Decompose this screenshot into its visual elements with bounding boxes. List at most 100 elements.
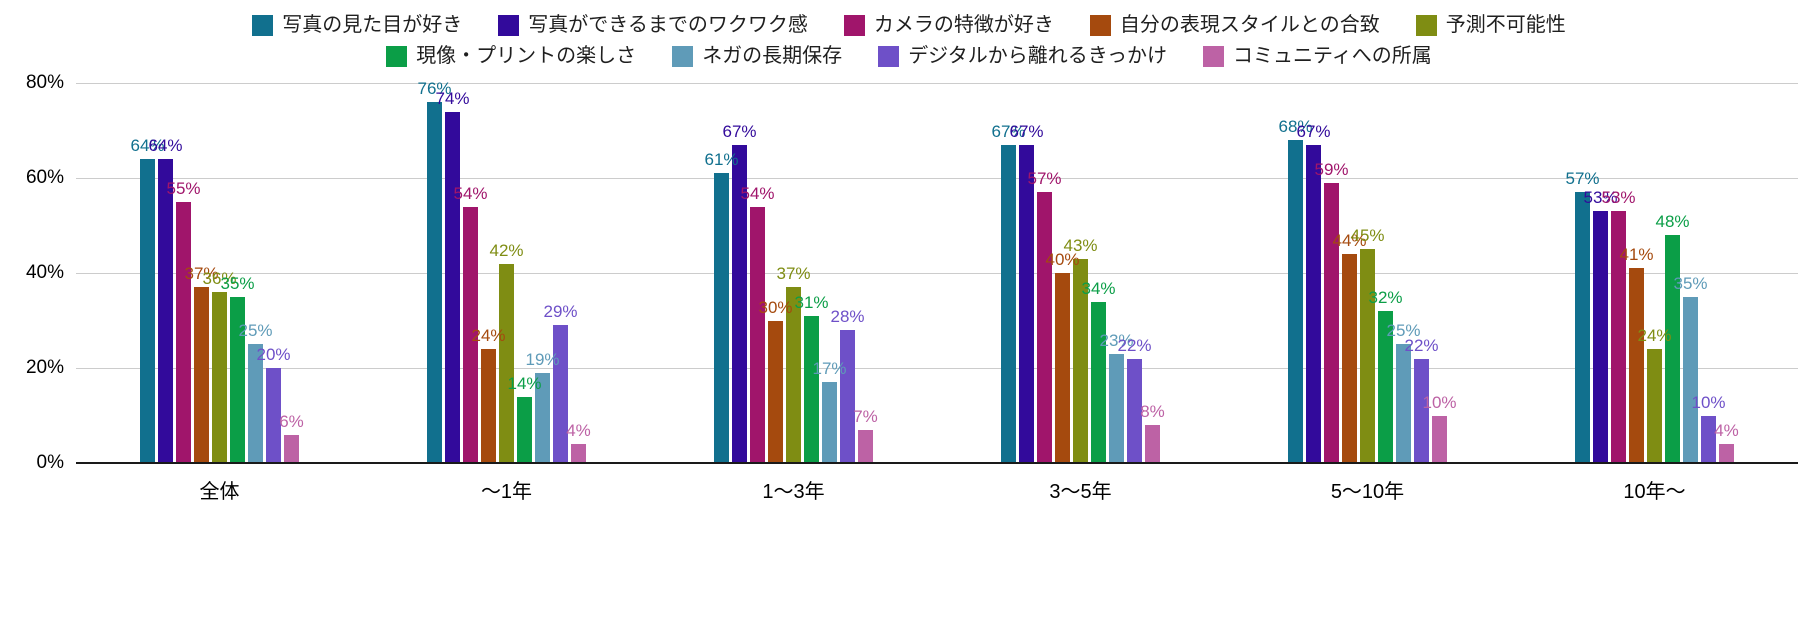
bar[interactable] [1073, 258, 1088, 463]
bar[interactable] [1019, 144, 1034, 463]
x-category-label: 5～10年 [1330, 481, 1405, 503]
bar[interactable] [1593, 211, 1608, 463]
bar-value-label: 67% [722, 121, 757, 141]
bar[interactable] [750, 206, 765, 463]
bar-value-label: 54% [740, 183, 775, 203]
bar[interactable] [445, 111, 460, 463]
legend-swatch-icon [672, 45, 694, 67]
bar[interactable] [1432, 415, 1447, 463]
bar[interactable] [1001, 144, 1016, 463]
bar[interactable] [822, 382, 837, 463]
bar[interactable] [176, 201, 191, 463]
bar[interactable] [1055, 273, 1070, 463]
bar[interactable] [248, 344, 263, 463]
legend-item-6[interactable]: ネガの長期保存 [672, 45, 842, 67]
bar-value-label: 54% [453, 183, 488, 203]
bar[interactable] [1683, 296, 1698, 463]
bar[interactable] [194, 287, 209, 463]
bar[interactable] [1127, 358, 1142, 463]
bar[interactable] [1719, 444, 1734, 463]
bar[interactable] [463, 206, 478, 463]
bar[interactable] [840, 330, 855, 463]
bar[interactable] [517, 396, 532, 463]
bar-slot: 43% [1063, 83, 1098, 463]
legend-item-7[interactable]: デジタルから離れるきっかけ [878, 45, 1167, 67]
legend-item-3[interactable]: 自分の表現スタイルとの合致 [1089, 14, 1380, 36]
bar-value-label: 24% [1637, 326, 1672, 345]
bar[interactable] [1145, 425, 1160, 463]
bar[interactable] [804, 315, 819, 463]
bar-slot: 25% [238, 83, 273, 463]
bar[interactable] [553, 325, 568, 463]
legend-item-0[interactable]: 写真の見た目が好き [252, 14, 462, 36]
bar-slot: 4% [1714, 83, 1739, 463]
bar-slot: 25% [1386, 83, 1421, 463]
legend-item-1[interactable]: 写真ができるまでのワクワク感 [498, 14, 808, 36]
bar[interactable] [714, 173, 729, 463]
bar[interactable] [1091, 301, 1106, 463]
bar[interactable] [1701, 415, 1716, 463]
bar[interactable] [1378, 311, 1393, 463]
bar[interactable] [1611, 211, 1626, 463]
bar[interactable] [1647, 349, 1662, 463]
bar[interactable] [1665, 235, 1680, 463]
bar-group-3: 67% 67% 57% 40% 43% 34% 23% 22% 8% 3～5年 [991, 83, 1164, 503]
bar[interactable] [140, 159, 155, 463]
bar[interactable] [1396, 344, 1411, 463]
chart-legend: 写真の見た目が好き 写真ができるまでのワクワク感 カメラの特徴が好き 自分の表現スタイ… [0, 14, 1818, 67]
chart-body: 0% 20% 40% 60% 80% 64% 64% 55% 37% 36% 35% 25% 20% 6… [0, 72, 1818, 503]
bar[interactable] [535, 372, 550, 463]
bar-value-label: 32% [1368, 288, 1403, 307]
bar-group-5: 57% 53% 53% 41% 24% 48% 35% 10% 4% 10年～ [1565, 83, 1739, 503]
bar-value-label: 17% [812, 359, 847, 379]
bar[interactable] [427, 102, 442, 463]
bar-slot: 24% [1637, 83, 1672, 463]
gridline [76, 178, 1798, 179]
bar-value-label: 67% [1296, 121, 1331, 141]
bar[interactable] [212, 292, 227, 463]
y-tick-label: 0% [36, 452, 64, 473]
legend-item-2[interactable]: カメラの特徴が好き [843, 14, 1054, 36]
bar-value-label: 57% [1027, 169, 1062, 189]
bar[interactable] [768, 320, 783, 463]
bar[interactable] [858, 429, 873, 463]
bar[interactable] [1288, 140, 1303, 463]
bar[interactable] [1629, 268, 1644, 463]
bar[interactable] [1360, 249, 1375, 463]
legend-label: 自分の表現スタイルとの合致 [1119, 14, 1380, 36]
x-category-label: ～1年 [480, 481, 533, 503]
bar[interactable] [1342, 254, 1357, 463]
bar-slot: 44% [1332, 83, 1367, 463]
bar[interactable] [732, 144, 747, 463]
bar[interactable] [1575, 192, 1590, 463]
bar-value-label: 24% [471, 326, 506, 345]
bar-value-label: 25% [238, 321, 273, 341]
bar[interactable] [481, 349, 496, 463]
bar-slot: 37% [776, 83, 811, 463]
bar-slot: 68% [1278, 83, 1313, 463]
legend-swatch-icon [1415, 14, 1437, 36]
bar-slot: 10% [1691, 83, 1726, 463]
bar-value-label: 42% [489, 240, 524, 260]
legend-item-4[interactable]: 予測不可能性 [1415, 14, 1566, 36]
bar[interactable] [1109, 353, 1124, 463]
bar-slot: 31% [794, 83, 829, 463]
bar[interactable] [1414, 358, 1429, 463]
bar-value-label: 34% [1081, 278, 1116, 298]
bar-value-label: 8% [1140, 402, 1165, 421]
bar-groups: 64% 64% 55% 37% 36% 35% 25% 20% 6% 全体 76% 74% 54% 24%… [76, 80, 1798, 503]
bar[interactable] [158, 159, 173, 463]
bar[interactable] [230, 296, 245, 463]
bar[interactable] [1037, 192, 1052, 463]
y-axis: 0% 20% 40% 60% 80% [0, 72, 76, 473]
bar[interactable] [1324, 182, 1339, 463]
bar-slot: 29% [543, 83, 578, 463]
bar[interactable] [499, 263, 514, 463]
legend-item-5[interactable]: 現像・プリントの楽しさ [386, 45, 636, 67]
bar[interactable] [571, 444, 586, 463]
legend-item-8[interactable]: コミュニティへの所属 [1203, 45, 1432, 67]
bar[interactable] [284, 434, 299, 463]
bar[interactable] [786, 287, 801, 463]
bar[interactable] [266, 368, 281, 463]
bar[interactable] [1306, 144, 1321, 463]
